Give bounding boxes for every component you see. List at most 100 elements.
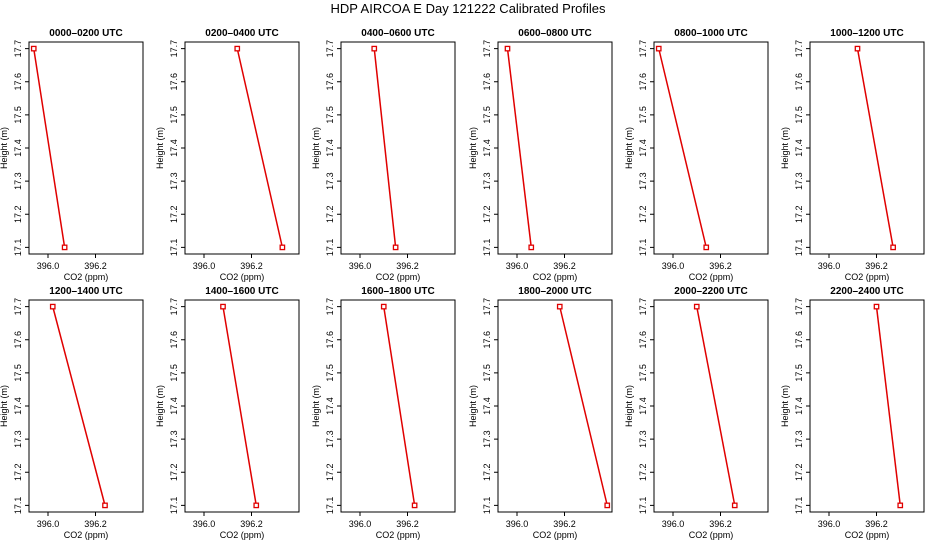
x-tick-label: 396.2 (709, 261, 732, 271)
y-tick-label: 17.5 (13, 106, 23, 124)
profile-line (658, 48, 707, 248)
x-tick-label: 396.2 (865, 261, 888, 271)
x-axis-label: CO2 (ppm) (220, 272, 265, 282)
y-tick-label: 17.4 (794, 397, 804, 415)
x-axis-label: CO2 (ppm) (689, 530, 734, 540)
panel-2: 0200–0400 UTC 396.0 396.2 17.1 17.2 17.3 17.4 1… (155, 28, 300, 282)
plot-frame (28, 299, 144, 513)
panel-3: 0400–0600 UTC 396.0 396.2 17.1 17.2 17.3 17.4 1… (311, 28, 456, 282)
y-tick-label: 17.6 (13, 73, 23, 91)
y-tick-label: 17.7 (13, 298, 23, 316)
data-point (693, 303, 700, 310)
data-point (30, 45, 37, 52)
y-axis-label: Height (m) (155, 127, 165, 169)
profile-line (875, 306, 901, 506)
y-tick-label: 17.4 (169, 397, 179, 415)
panel-title: 0800–1000 UTC (674, 28, 747, 39)
x-axis-label: CO2 (ppm) (64, 272, 109, 282)
x-tick-label: 396.0 (349, 519, 372, 529)
y-tick-label: 17.5 (325, 106, 335, 124)
data-point (49, 303, 56, 310)
x-axis-label: CO2 (ppm) (376, 272, 421, 282)
y-tick-label: 17.4 (169, 139, 179, 157)
x-axis-label: CO2 (ppm) (220, 530, 265, 540)
y-tick-label: 17.5 (794, 106, 804, 124)
y-tick-label: 17.6 (325, 73, 335, 91)
data-point (703, 244, 710, 251)
profile-line (559, 306, 608, 506)
profile-line (33, 48, 66, 248)
plot-frame (653, 41, 769, 255)
y-tick-label: 17.3 (13, 430, 23, 448)
y-axis-label: Height (m) (0, 385, 9, 427)
y-tick-label: 17.3 (169, 430, 179, 448)
x-tick-label: 396.2 (865, 519, 888, 529)
data-point (655, 45, 662, 52)
panel-title: 0400–0600 UTC (361, 28, 434, 39)
y-tick-label: 17.3 (325, 430, 335, 448)
profile-line (696, 306, 736, 506)
plot-frame (809, 41, 925, 255)
x-tick-label: 396.2 (396, 519, 419, 529)
y-tick-label: 17.3 (638, 172, 648, 190)
profile-line (222, 306, 257, 506)
y-tick-label: 17.2 (325, 463, 335, 481)
x-tick-label: 396.0 (193, 261, 216, 271)
y-axis-label: Height (m) (311, 385, 321, 427)
x-axis-label: CO2 (ppm) (533, 530, 578, 540)
plot-frame (653, 299, 769, 513)
panel-4: 0600–0800 UTC 396.0 396.2 17.1 17.2 17.3 17.4 1… (468, 28, 613, 282)
data-point (102, 502, 108, 509)
y-tick-label: 17.7 (638, 40, 648, 58)
panel-12: 2200–2400 UTC 396.0 396.2 17.1 17.2 17.3 17.4 1… (780, 286, 925, 540)
panel-title: 1600–1800 UTC (361, 286, 434, 297)
y-tick-label: 17.2 (794, 205, 804, 223)
plot-frame (28, 41, 144, 255)
plot-frame (497, 41, 613, 255)
panel-10: 1800–2000 UTC 396.0 396.2 17.1 17.2 17.3 17.4 1… (468, 286, 613, 540)
data-point (897, 502, 904, 509)
y-tick-label: 17.2 (638, 463, 648, 481)
y-tick-label: 17.7 (325, 40, 335, 58)
data-point (556, 303, 563, 310)
y-tick-label: 17.2 (169, 205, 179, 223)
y-tick-label: 17.7 (169, 298, 179, 316)
data-point (604, 502, 611, 509)
figure-title: HDP AIRCOA E Day 121222 Calibrated Profi… (330, 1, 606, 16)
y-tick-label: 17.3 (794, 172, 804, 190)
panel-title: 2000–2200 UTC (674, 286, 747, 297)
y-tick-label: 17.5 (638, 364, 648, 382)
panel-title: 1200–1400 UTC (49, 286, 122, 297)
y-axis-label: Height (m) (468, 127, 478, 169)
y-tick-label: 17.2 (482, 205, 492, 223)
plot-frame (340, 299, 456, 513)
y-tick-label: 17.7 (325, 298, 335, 316)
y-tick-label: 17.1 (482, 239, 492, 257)
x-tick-label: 396.2 (396, 261, 419, 271)
y-tick-label: 17.1 (638, 239, 648, 257)
x-axis-label: CO2 (ppm) (845, 530, 890, 540)
panel-title: 2200–2400 UTC (830, 286, 903, 297)
y-tick-label: 17.5 (638, 106, 648, 124)
x-tick-label: 396.2 (553, 519, 576, 529)
data-point (61, 244, 68, 251)
y-tick-label: 17.6 (794, 331, 804, 349)
x-tick-label: 396.0 (37, 261, 60, 271)
panel-title: 0600–0800 UTC (518, 28, 591, 39)
y-tick-label: 17.1 (169, 497, 179, 515)
y-tick-label: 17.5 (482, 106, 492, 124)
y-tick-label: 17.1 (794, 497, 804, 515)
data-point (279, 244, 286, 251)
x-tick-label: 396.0 (37, 519, 60, 529)
profile-line (383, 306, 416, 506)
x-tick-label: 396.0 (349, 261, 372, 271)
y-tick-label: 17.7 (482, 298, 492, 316)
y-tick-label: 17.7 (794, 298, 804, 316)
panel-5: 0800–1000 UTC 396.0 396.2 17.1 17.2 17.3 17.4 1… (624, 28, 769, 282)
panel-title: 0200–0400 UTC (205, 28, 278, 39)
profile-line (506, 48, 532, 248)
y-tick-label: 17.1 (325, 239, 335, 257)
panel-1: 0000–0200 UTC 396.0 396.2 17.1 17.2 17.3 17.4 1… (0, 28, 144, 282)
x-tick-label: 396.2 (84, 519, 107, 529)
